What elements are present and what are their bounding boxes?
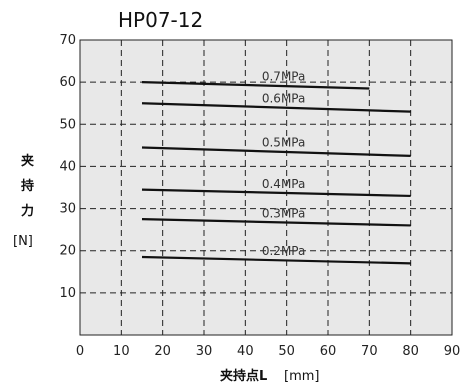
series-label: 0.3MPa [262,206,306,220]
series-line [141,188,411,198]
y-tick-label: 10 [59,286,76,301]
y-tick-label: 60 [59,75,76,90]
series-line [141,102,411,113]
y-tick-label: 50 [59,117,76,132]
y-tick-label: 30 [59,202,76,217]
y-axis-unit: [N] [13,234,33,249]
chart-title: HP07-12 [118,8,203,32]
y-tick-label: 20 [59,244,76,259]
series-line [141,146,411,157]
series-group: 0.7MPa 0.6MPa 0.5MPa 0.4MPa 0.3MPa 0.2MPa [141,69,411,265]
x-tick-label: 80 [402,344,419,359]
x-tick-label: 20 [154,344,171,359]
series-label: 0.5MPa [262,136,306,150]
x-axis-ticks: 0 10 20 30 40 50 60 70 80 90 [76,344,460,359]
series-line [141,81,370,90]
x-axis-unit: [mm] [284,369,319,384]
x-tick-label: 40 [237,344,254,359]
series-line [141,255,411,265]
y-axis-label-char-2: 持 [21,178,34,194]
x-tick-label: 10 [113,344,130,359]
series-label: 0.4MPa [262,177,306,191]
x-axis-label: 夹持点L [220,368,267,384]
x-tick-label: 0 [76,344,84,359]
y-axis-label-char-1: 夹 [21,153,34,169]
series-label: 0.6MPa [262,91,306,105]
x-tick-label: 50 [278,344,295,359]
series-label: 0.2MPa [262,244,306,258]
y-axis-ticks: 10 20 30 40 50 60 70 [59,33,76,301]
x-tick-label: 30 [196,344,213,359]
y-axis-label-char-3: 力 [21,203,34,219]
x-tick-label: 60 [320,344,337,359]
grid-lines [80,40,452,335]
plot-area [79,39,453,336]
series-label: 0.7MPa [262,69,306,83]
series-line [141,218,411,227]
y-tick-label: 70 [59,33,76,48]
x-tick-label: 90 [444,344,461,359]
x-tick-label: 70 [361,344,378,359]
y-tick-label: 40 [59,159,76,174]
